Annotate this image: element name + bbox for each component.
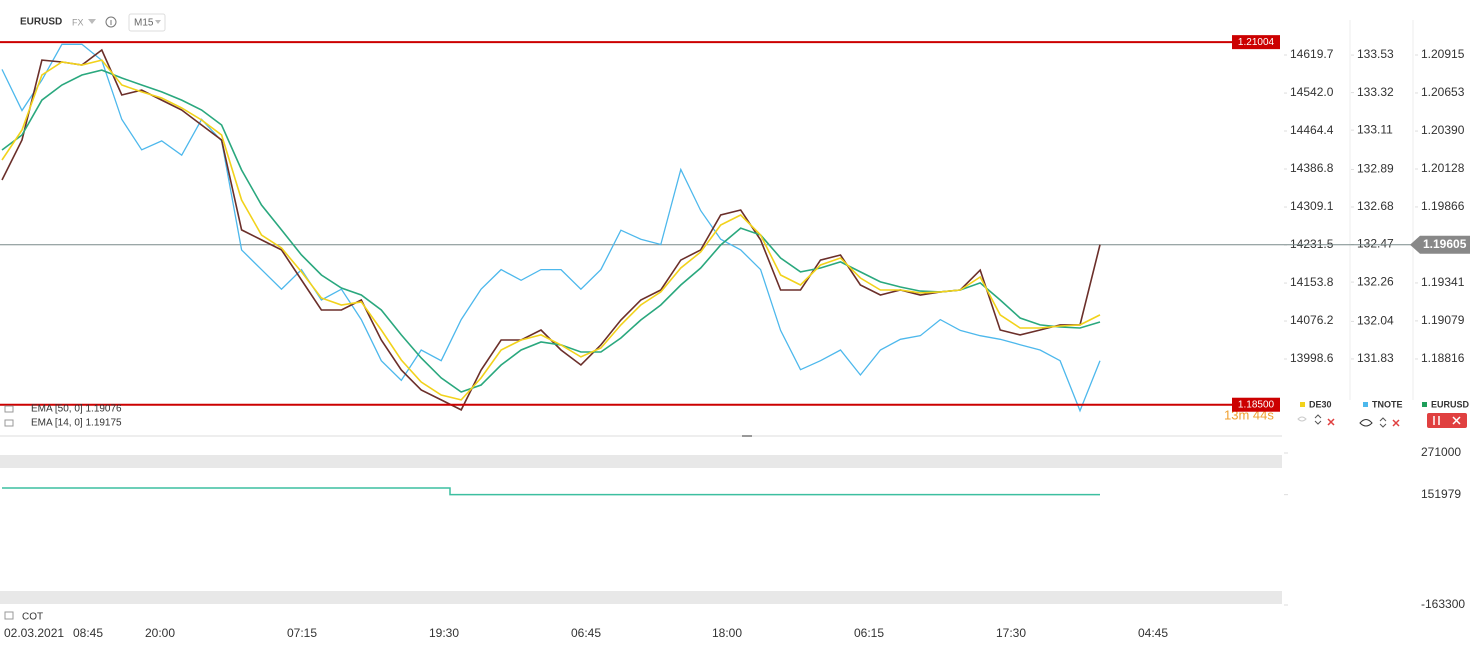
- panel-band: [0, 455, 1282, 468]
- legend-swatch: [1422, 402, 1427, 407]
- legend-swatch: [1300, 402, 1305, 407]
- y-tick-label: 14309.1: [1290, 199, 1334, 213]
- series-line: [1, 69, 1101, 393]
- series-line: [1, 48, 1101, 411]
- level-label: 1.21004: [1238, 37, 1275, 48]
- y-tick-label: 14386.8: [1290, 161, 1334, 175]
- y-tick-label: 1.20915: [1421, 47, 1465, 61]
- eye-icon[interactable]: [1297, 416, 1307, 422]
- price-badge-label: 1.19605: [1423, 237, 1467, 251]
- close-icon[interactable]: [1392, 419, 1400, 427]
- legend-label: TNOTE: [1372, 399, 1403, 409]
- x-tick-label: 06:15: [854, 626, 884, 640]
- x-tick-label: 04:45: [1138, 626, 1168, 640]
- y-tick-label: 133.11: [1357, 122, 1393, 136]
- y-tick-label: 1.20653: [1421, 85, 1465, 99]
- close-icon[interactable]: [1452, 416, 1461, 425]
- x-tick-label: 18:00: [712, 626, 742, 640]
- y-tick-label: 13998.6: [1290, 351, 1334, 365]
- y-tick-label: 14231.5: [1290, 237, 1334, 251]
- y-tick-label: 14153.8: [1290, 275, 1334, 289]
- x-tick-label: 17:30: [996, 626, 1026, 640]
- y-tick-label: 132.47: [1357, 237, 1394, 251]
- y-tick-label: 271000: [1421, 445, 1461, 459]
- y-tick-label: 151979: [1421, 487, 1461, 501]
- legend-swatch: [1363, 402, 1368, 407]
- y-tick-label: 1.18816: [1421, 351, 1465, 365]
- info-icon[interactable]: [105, 16, 117, 28]
- y-tick-label: 1.19079: [1421, 313, 1465, 327]
- y-tick-label: 14464.4: [1290, 123, 1334, 137]
- timeframe-box[interactable]: [128, 13, 166, 32]
- y-tick-label: 14542.0: [1290, 85, 1334, 99]
- toggle-icon[interactable]: [1433, 416, 1440, 425]
- panel-band: [0, 591, 1282, 604]
- dropdown-icon[interactable]: [155, 20, 161, 24]
- y-tick-label: 131.83: [1357, 351, 1394, 365]
- eye-icon[interactable]: [1359, 419, 1373, 427]
- y-tick-label: 14619.7: [1290, 47, 1334, 61]
- level-label: 1.18500: [1238, 399, 1275, 410]
- date-label: 02.03.2021: [4, 626, 64, 640]
- x-tick-label: 19:30: [429, 626, 459, 640]
- remove-button[interactable]: [1427, 413, 1467, 428]
- y-tick-label: 133.53: [1357, 47, 1394, 61]
- series-line: [1, 43, 1101, 413]
- order-icon[interactable]: [1314, 414, 1322, 425]
- y-tick-label: 1.20390: [1421, 123, 1465, 137]
- y-tick-label: 1.19341: [1421, 275, 1465, 289]
- legend-label: DE30: [1309, 399, 1332, 409]
- y-tick-label: 132.04: [1357, 314, 1394, 328]
- legend-label: EURUSD: [1431, 399, 1470, 409]
- x-tick-label: 08:45: [73, 626, 103, 640]
- indicator-line: [2, 487, 1100, 496]
- indicator-legend: EMA [14, 0] 1.19175: [31, 418, 122, 429]
- price-badge: [1410, 235, 1470, 254]
- x-tick-label: 07:15: [287, 626, 317, 640]
- menu-icon[interactable]: [4, 611, 14, 620]
- y-tick-label: 1.20128: [1421, 161, 1465, 175]
- order-icon[interactable]: [1379, 417, 1387, 428]
- symbol[interactable]: EURUSD: [20, 17, 62, 28]
- level-badge: [1232, 35, 1280, 50]
- y-tick-label: 133.32: [1357, 85, 1394, 99]
- dropdown-icon[interactable]: [88, 19, 96, 24]
- close-icon[interactable]: [1327, 418, 1335, 426]
- y-tick-label: -163300: [1421, 597, 1465, 611]
- indicator-legend: EMA [50, 0] 1.19076: [31, 404, 122, 415]
- series-line: [1, 59, 1101, 401]
- menu-icon: [4, 405, 14, 413]
- y-tick-label: 132.68: [1357, 199, 1394, 213]
- timeframe[interactable]: M15: [134, 18, 154, 29]
- indicator-label: COT: [22, 612, 43, 623]
- level-badge: [1232, 397, 1280, 412]
- x-tick-label: 06:45: [571, 626, 601, 640]
- y-tick-label: 1.19866: [1421, 199, 1465, 213]
- y-tick-label: 14076.2: [1290, 313, 1334, 327]
- x-tick-label: 20:00: [145, 626, 175, 640]
- y-tick-label: 132.89: [1357, 162, 1394, 176]
- y-tick-label: 132.26: [1357, 274, 1394, 288]
- market: FX: [72, 17, 84, 27]
- menu-icon: [4, 419, 14, 427]
